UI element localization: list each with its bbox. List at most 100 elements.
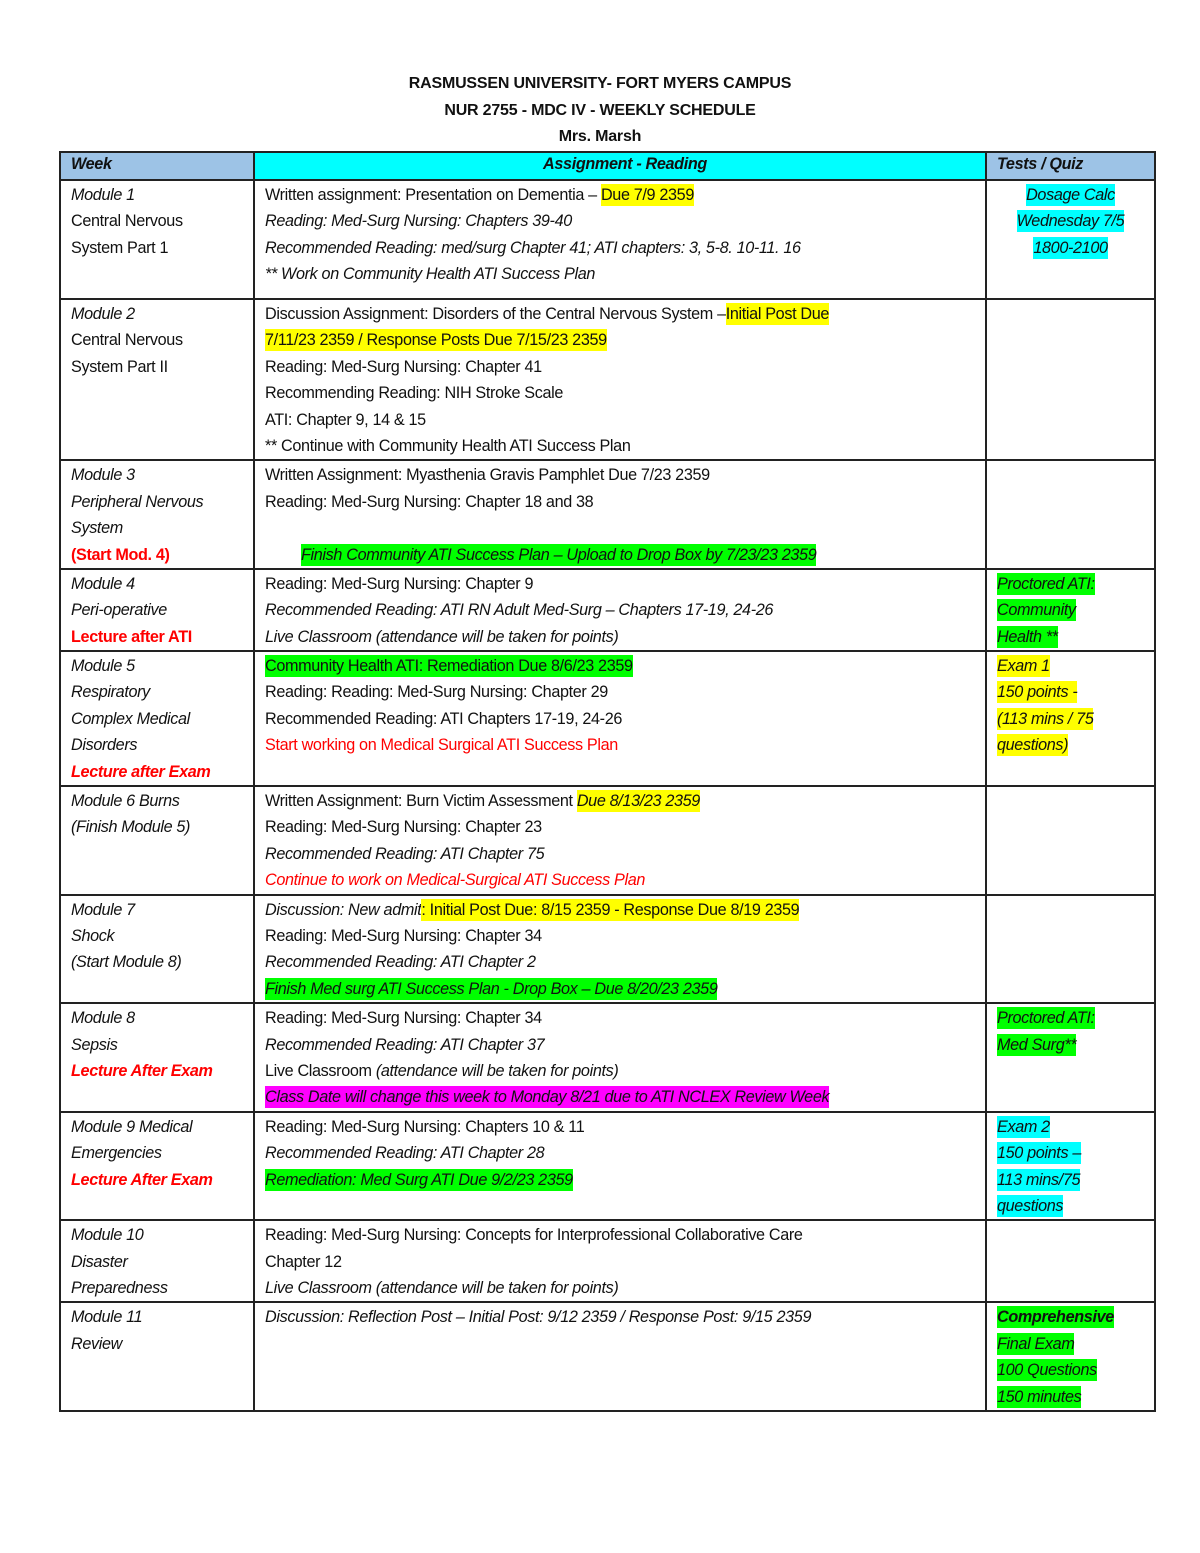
text-segment: Proctored ATI:	[997, 1007, 1095, 1030]
cell-line: Proctored ATI:	[997, 1005, 1154, 1031]
cell-line: Written Assignment: Burn Victim Assessme…	[265, 788, 985, 814]
text-segment: Lecture After Exam	[71, 1061, 213, 1080]
text-segment: questions	[997, 1194, 1064, 1217]
tests-cell	[985, 785, 1156, 896]
text-segment: (Start Mod. 4)	[71, 545, 170, 564]
schedule-row: Module 10 Disaster Preparedness Reading: Me…	[59, 1219, 1156, 1304]
text-segment: Written Assignment: Myasthenia Gravis Pa…	[265, 466, 710, 485]
text-segment: Recommended Reading: med/surg Chapter 41…	[265, 238, 801, 257]
cell-line: questions)	[997, 732, 1154, 758]
week-cell: Module 8 Sepsis Lecture After Exam	[59, 1002, 255, 1113]
assignment-cell: Written assignment: Presentation on Deme…	[253, 179, 987, 300]
cell-line: Central Nervous	[71, 327, 253, 353]
cell-line: Dosage Calc	[987, 182, 1154, 208]
cell-line: Reading: Med-Surg Nursing: Chapter 41	[265, 354, 985, 380]
schedule-row: Module 9 Medical Emergencies Lecture After…	[59, 1110, 1156, 1222]
text-segment: Finish Med surg ATI Success Plan - Drop …	[265, 977, 718, 1000]
text-segment: Discussion: Reflection Post – Initial Po…	[265, 1308, 812, 1327]
week-cell: Module 9 Medical Emergencies Lecture After…	[59, 1110, 255, 1222]
cell-line: Live Classroom (attendance will be taken…	[265, 624, 985, 650]
cell-line: Discussion Assignment: Disorders of the …	[265, 301, 985, 327]
text-segment: Module 4	[71, 574, 135, 593]
text-segment: Recommended Reading: ATI Chapter 28	[265, 1144, 545, 1163]
text-segment: Module 2	[71, 305, 135, 323]
text-segment: Recommended Reading: ATI RN Adult Med-Su…	[265, 601, 774, 620]
text-segment: Comprehensive	[997, 1306, 1114, 1329]
cell-line: Module 1	[71, 182, 253, 208]
cell-line: 100 Questions	[997, 1357, 1154, 1383]
text-segment: Recommending Reading: NIH Stroke Scale	[265, 384, 564, 403]
cell-line: Recommending Reading: NIH Stroke Scale	[265, 380, 985, 406]
text-segment: Community Health ATI: Remediation Due 8/…	[265, 655, 633, 678]
text-segment: Reading: Med-Surg Nursing: Chapter 9	[265, 574, 534, 593]
cell-line: Health **	[997, 624, 1154, 650]
text-segment: Med Surg**	[997, 1033, 1077, 1056]
assignment-cell: Reading: Med-Surg Nursing: Chapter 34 Rec…	[253, 1002, 987, 1113]
cell-line: Recommended Reading: ATI Chapters 17-19,…	[265, 706, 985, 732]
column-header-assignment: Assignment - Reading	[253, 151, 987, 181]
schedule-row: Module 11 Review Discussion: Reflection Po…	[59, 1301, 1156, 1413]
table-header-row: Week Assignment - Reading Tests / Quiz	[59, 151, 1156, 181]
cell-line: Lecture After Exam	[71, 1167, 253, 1193]
text-segment: System Part II	[71, 357, 168, 376]
cell-line: Complex Medical	[71, 706, 253, 732]
text-segment: Module 7	[71, 900, 135, 919]
tests-cell: Dosage Calc Wednesday 7/5 1800-2100	[985, 179, 1156, 300]
cell-line: Respiratory	[71, 679, 253, 705]
text-segment: 113 mins/75	[997, 1168, 1081, 1191]
cell-line: ATI: Chapter 9, 14 & 15	[265, 407, 985, 433]
cell-line: Discussion: Reflection Post – Initial Po…	[265, 1304, 985, 1330]
text-segment: Initial Post Due	[725, 303, 830, 325]
text-segment: Module 9 Medical	[71, 1117, 193, 1136]
text-segment: 150 points -	[997, 681, 1078, 704]
week-cell: Module 2 Central Nervous System Part II	[59, 297, 255, 462]
text-segment: Review	[71, 1334, 122, 1353]
text-segment: Class Date will change this week to Mond…	[265, 1086, 830, 1109]
text-segment: Module 11	[71, 1308, 143, 1327]
cell-line: Continue to work on Medical-Surgical ATI…	[265, 867, 985, 893]
text-segment: Due 8/13/23 2359	[576, 790, 700, 813]
cell-line: Lecture after ATI	[71, 624, 253, 650]
text-segment: ATI: Chapter 9, 14 & 15	[265, 410, 426, 429]
text-segment: 7/11/23 2359 / Response Posts Due 7/15/2…	[265, 329, 607, 352]
cell-line: Module 5	[71, 653, 253, 679]
cell-line: Community Health ATI: Remediation Due 8/…	[265, 653, 985, 679]
assignment-cell: Written Assignment: Myasthenia Gravis Pa…	[253, 459, 987, 570]
cell-line: Final Exam	[997, 1331, 1154, 1357]
cell-line: Live Classroom (attendance will be taken…	[265, 1275, 985, 1301]
text-segment: Remediation: Med Surg ATI Due 9/2/23 235…	[265, 1168, 573, 1191]
cell-line: Module 11	[71, 1304, 253, 1330]
cell-line: Discussion: New admit: Initial Post Due:…	[265, 897, 985, 923]
text-segment: Module 8	[71, 1009, 135, 1028]
text-segment: Discussion: New admit	[265, 900, 422, 919]
course-title: NUR 2755 - MDC IV - WEEKLY SCHEDULE	[444, 102, 756, 119]
text-segment: 150 minutes	[997, 1385, 1082, 1408]
assignment-cell: Community Health ATI: Remediation Due 8/…	[253, 650, 987, 788]
text-segment: : Initial Post Due: 8/15 2359 - Response…	[421, 898, 800, 921]
week-cell: Module 5 Respiratory Complex Medical Disord…	[59, 650, 255, 788]
text-segment: Recommended Reading: ATI Chapter 2	[265, 953, 536, 972]
text-segment: Reading: Med-Surg Nursing: Concepts for …	[265, 1226, 803, 1245]
text-segment: (attendance will be taken for points)	[375, 1061, 619, 1080]
text-segment: Complex Medical	[71, 709, 190, 728]
cell-line: Written assignment: Presentation on Deme…	[265, 182, 985, 208]
cell-line: Start working on Medical Surgical ATI Su…	[265, 732, 985, 758]
text-segment: questions)	[997, 734, 1069, 757]
text-segment: Lecture After Exam	[71, 1170, 213, 1189]
cell-line: Reading: Reading: Med-Surg Nursing: Chap…	[265, 679, 985, 705]
column-header-week: Week	[59, 151, 255, 181]
text-segment: Written assignment: Presentation on Deme…	[265, 186, 601, 204]
schedule-row: Module 6 Burns (Finish Module 5) Written A…	[59, 785, 1156, 896]
cell-line: ** Continue with Community Health ATI Su…	[265, 433, 985, 459]
schedule-row: Module 3 Peripheral Nervous System (Start M…	[59, 459, 1156, 570]
cell-line: Recommended Reading: med/surg Chapter 41…	[265, 235, 985, 261]
cell-line: Remediation: Med Surg ATI Due 9/2/23 235…	[265, 1167, 985, 1193]
cell-line: Module 3	[71, 462, 253, 488]
cell-line: Module 8	[71, 1005, 253, 1031]
cell-line: Wednesday 7/5	[987, 208, 1154, 234]
cell-line: Finish Community ATI Success Plan – Uplo…	[265, 542, 985, 568]
text-segment: Reading: Reading: Med-Surg Nursing: Chap…	[265, 683, 608, 702]
text-segment: Module 5	[71, 657, 135, 676]
assignment-cell: Discussion: Reflection Post – Initial Po…	[253, 1301, 987, 1413]
weekly-schedule-table: Week Assignment - Reading Tests / Quiz M…	[59, 151, 1156, 1413]
